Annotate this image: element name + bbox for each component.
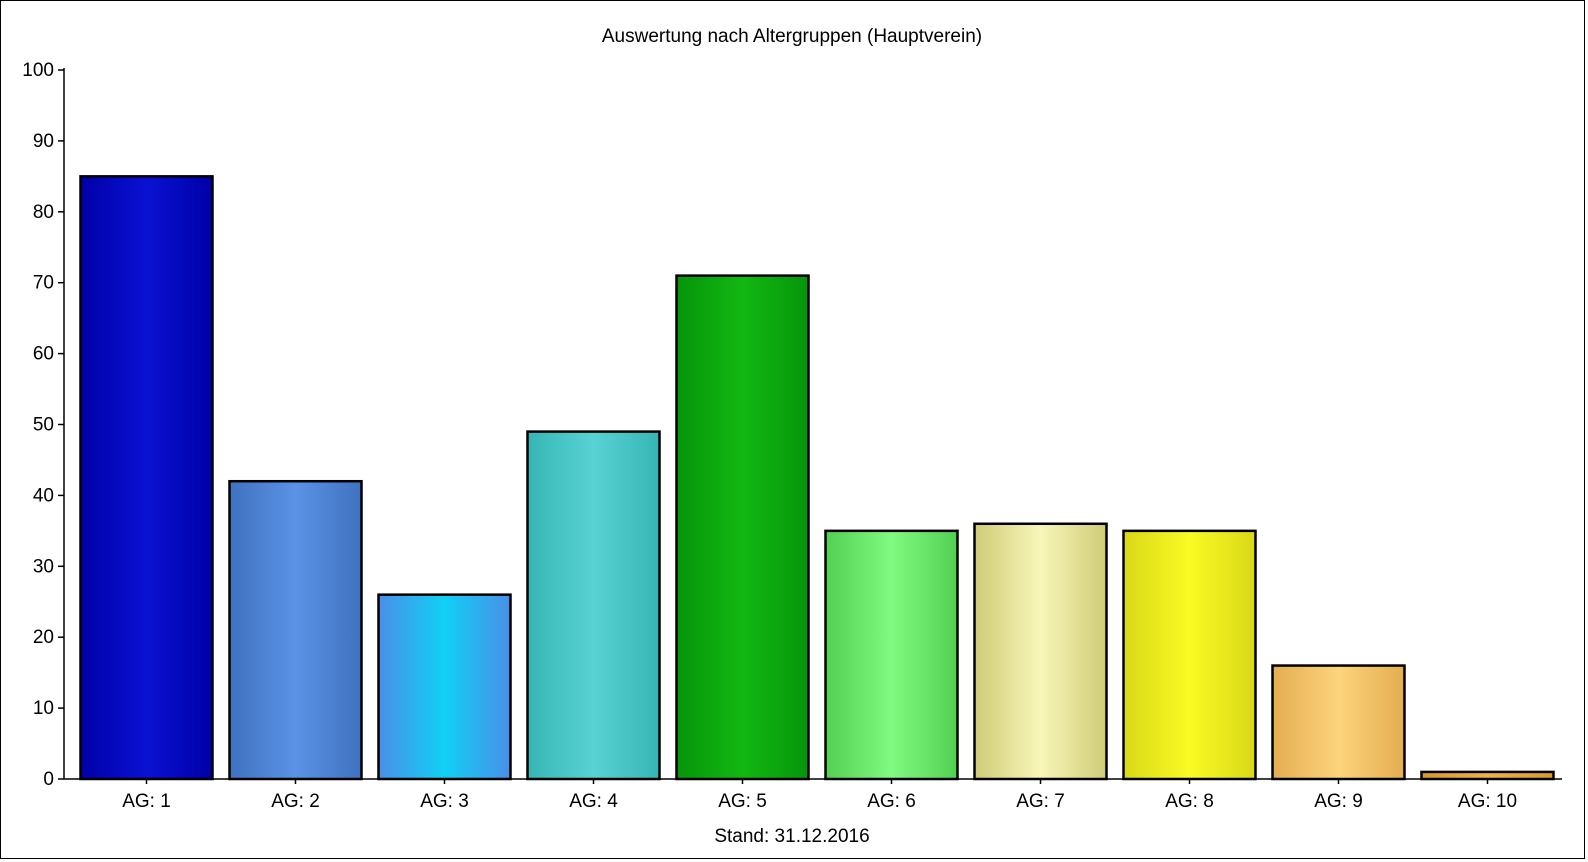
x-categories: AG: 1 AG: 2 AG: 3 AG: 4 AG: 5 AG: 6 AG: 7 AG: 8… <box>122 779 1517 812</box>
bar-6 <box>824 529 959 781</box>
y-tick-label: 70 <box>33 273 54 294</box>
y-tick-label: 40 <box>33 485 54 506</box>
bar-9 <box>1271 664 1406 781</box>
chart-title: Auswertung nach Altergruppen (Hauptverei… <box>602 26 982 47</box>
x-category-label: AG: 1 <box>122 791 171 812</box>
y-tick-label: 100 <box>22 60 54 81</box>
bar-8 <box>1122 529 1257 781</box>
bar-5 <box>675 274 810 781</box>
bar-4 <box>526 430 661 781</box>
y-ticks: 0 10 20 30 40 50 60 70 80 90 100 <box>22 60 64 790</box>
y-tick-label: 10 <box>33 698 54 719</box>
bar-3 <box>377 593 512 781</box>
x-category-label: AG: 6 <box>867 791 916 812</box>
x-category-label: AG: 9 <box>1314 791 1363 812</box>
x-category-label: AG: 7 <box>1016 791 1065 812</box>
x-category-label: AG: 5 <box>718 791 767 812</box>
bar-2 <box>228 479 363 781</box>
y-tick-label: 60 <box>33 344 54 365</box>
y-tick-label: 0 <box>43 769 54 790</box>
y-tick-label: 30 <box>33 556 54 577</box>
x-category-label: AG: 3 <box>420 791 469 812</box>
y-tick-label: 20 <box>33 627 54 648</box>
bar-1 <box>79 175 214 781</box>
x-category-label: AG: 4 <box>569 791 618 812</box>
y-tick-label: 50 <box>33 415 54 436</box>
x-axis-label: Stand: 31.12.2016 <box>714 826 869 847</box>
x-category-label: AG: 10 <box>1458 791 1517 812</box>
x-category-label: AG: 2 <box>271 791 320 812</box>
bar-7 <box>973 522 1108 781</box>
x-category-label: AG: 8 <box>1165 791 1214 812</box>
bars <box>79 175 1555 781</box>
y-tick-label: 90 <box>33 131 54 152</box>
bar-10 <box>1420 770 1555 781</box>
y-tick-label: 80 <box>33 202 54 223</box>
